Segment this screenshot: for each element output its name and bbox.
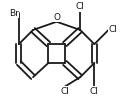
Text: O: O — [53, 13, 60, 22]
Text: Cl: Cl — [60, 87, 69, 96]
Text: Cl: Cl — [108, 25, 117, 34]
Text: Cl: Cl — [76, 2, 85, 11]
Text: Br: Br — [9, 9, 19, 18]
Text: Cl: Cl — [90, 87, 99, 96]
